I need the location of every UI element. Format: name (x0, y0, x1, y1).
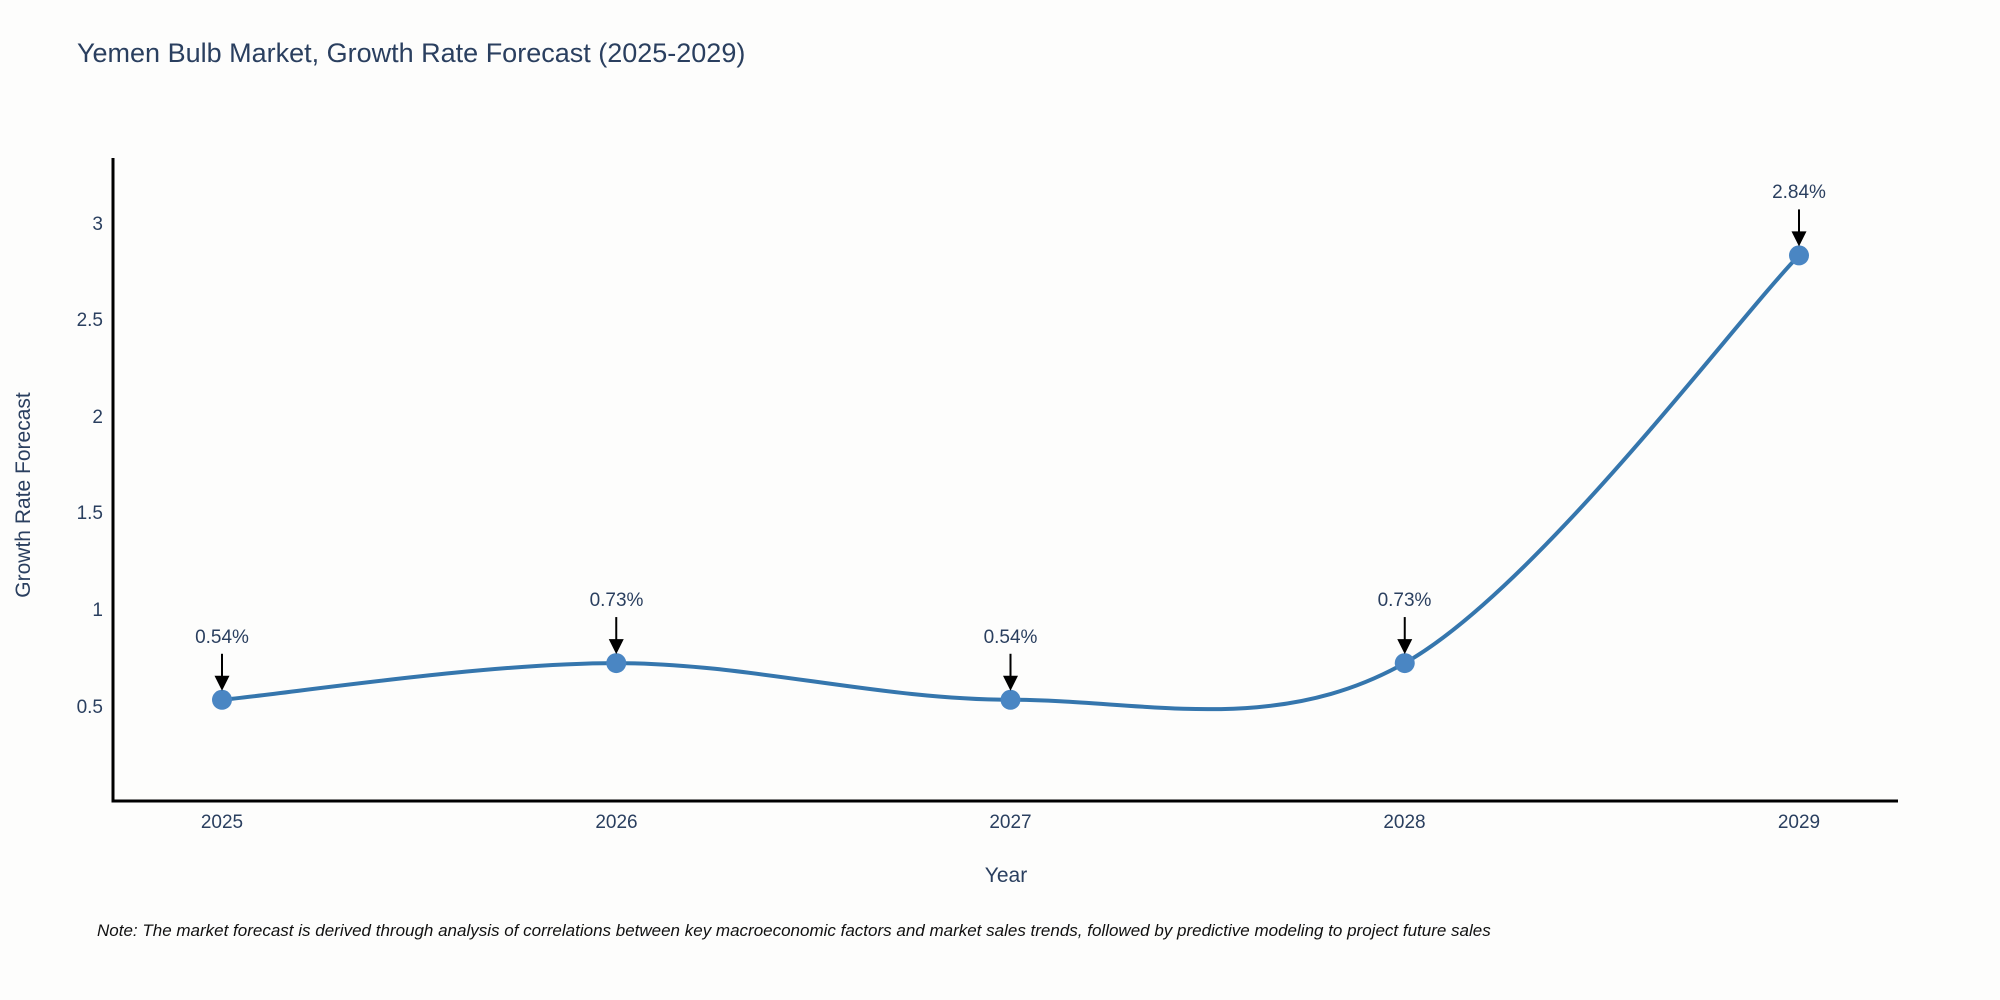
x-tick-label: 2028 (1383, 812, 1426, 833)
x-tick-label: 2025 (200, 812, 244, 833)
x-axis-title: Year (984, 864, 1028, 887)
x-tick-label: 2027 (989, 812, 1032, 833)
data-point-marker (1789, 245, 1809, 266)
annotation-arrowhead (1791, 231, 1807, 247)
annotation-arrowhead (1397, 639, 1413, 655)
annotation-arrowhead (214, 675, 230, 691)
chart-title: Yemen Bulb Market, Growth Rate Forecast … (77, 38, 746, 68)
annotation-arrowhead (1003, 675, 1018, 691)
x-tick-label: 2029 (1777, 812, 1821, 833)
point-annotation: 0.73% (589, 590, 644, 611)
annotation-arrowhead (608, 639, 624, 655)
point-annotation: 0.73% (1377, 590, 1432, 611)
data-point-marker (1000, 689, 1021, 710)
point-annotation: 0.54% (195, 627, 249, 648)
data-point-marker (212, 689, 232, 710)
data-point-marker (1394, 653, 1415, 674)
y-tick-label: 3 (92, 213, 103, 235)
y-tick-label: 0.5 (76, 696, 103, 718)
y-tick-label: 1 (92, 599, 103, 621)
point-annotation: 0.54% (983, 627, 1038, 648)
point-annotation: 2.84% (1772, 182, 1826, 203)
x-tick-label: 2026 (595, 812, 638, 833)
forecast-line (221, 254, 1801, 712)
y-axis-title: Growth Rate Forecast (12, 392, 35, 598)
y-tick-label: 2.5 (76, 310, 103, 332)
y-tick-label: 1.5 (76, 503, 103, 525)
data-point-marker (606, 653, 627, 674)
footnote: Note: The market forecast is derived thr… (97, 921, 1491, 940)
y-tick-label: 2 (92, 406, 103, 428)
